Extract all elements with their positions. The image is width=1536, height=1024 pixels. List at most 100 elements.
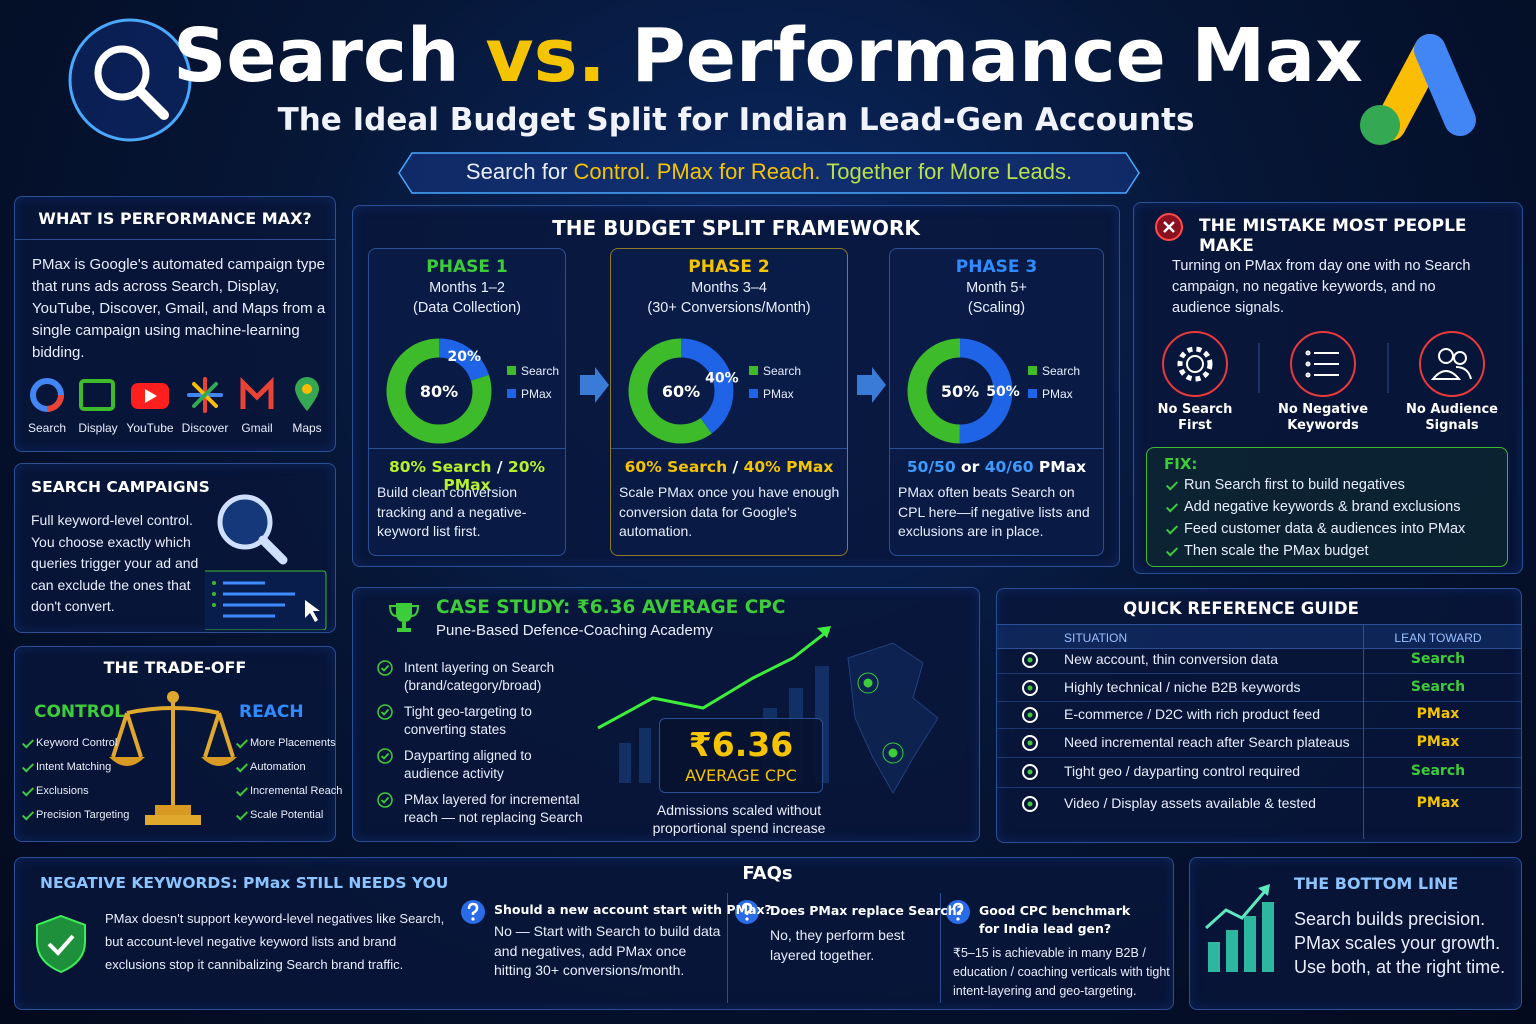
subtitle: The Ideal Budget Split for Indian Lead-G… — [277, 102, 1195, 138]
phase-note: (Data Collection) — [413, 300, 521, 316]
panel-body: Turning on PMax from day one with no Sea… — [1172, 258, 1471, 316]
row-icon — [1022, 652, 1038, 668]
phase-months: Months 3–4 — [691, 280, 767, 296]
summary-part: 20% PMax — [443, 458, 546, 494]
panel-title: NEGATIVE KEYWORDS: PMax STILL NEEDS YOU — [40, 874, 449, 892]
phase-summary: 50/50 or 40/60 PMax — [890, 458, 1103, 476]
mistake-item: No Audience Signals — [1405, 402, 1498, 433]
mistake-item: No Negative Keywords — [1277, 402, 1369, 433]
phase-card: PHASE 1 Months 1–2 (Data Collection) 80% Se… — [368, 248, 566, 556]
row-divider — [997, 756, 1521, 758]
case-point: PMax layered for incremental reach — not… — [404, 792, 583, 825]
cpc-box: ₹6.36 AVERAGE CPC — [659, 718, 823, 793]
row-icon-dot — [1027, 769, 1033, 775]
check-icon — [21, 736, 35, 749]
situation-cell: Highly technical / niche B2B keywords — [1064, 679, 1301, 695]
control-item: Intent Matching — [36, 761, 112, 773]
row-icon-shape — [1022, 735, 1038, 751]
panel-body: Full keyword-level control. You choose e… — [31, 512, 199, 614]
reach-item: More Placements — [250, 737, 336, 749]
case-subtitle: Pune-Based Defence-Coaching Academy — [436, 622, 713, 639]
faq-question: Does PMax replace Search? — [770, 903, 964, 918]
cpc-value: ₹6.36 — [688, 725, 794, 764]
divider — [369, 448, 565, 449]
quick-reference-panel: QUICK REFERENCE GUIDE SITUATION LEAN TOW… — [996, 588, 1522, 843]
legend-swatch — [749, 389, 758, 398]
divider — [727, 893, 728, 1003]
phase-name: PHASE 1 — [426, 257, 508, 277]
tagline-part: PMax for — [650, 159, 751, 184]
tagline-ribbon — [398, 152, 1140, 194]
row-icon-shape — [1022, 680, 1038, 696]
title-vs: vs. — [485, 13, 606, 99]
case-caption: Admissions scaled without proportional s… — [652, 802, 826, 836]
channel-label: Gmail — [241, 421, 273, 435]
row-icon-dot — [1027, 801, 1033, 807]
row-icon-dot — [1027, 712, 1033, 718]
control-item: Exclusions — [36, 785, 89, 797]
cpc-label: AVERAGE CPC — [685, 766, 797, 785]
lean-cell: Search — [1410, 651, 1466, 667]
panel-title: THE BOTTOM LINE — [1294, 874, 1459, 893]
column-divider — [1363, 624, 1364, 839]
fix-item: Add negative keywords & brand exclusions — [1184, 499, 1461, 515]
phase-card: PHASE 3 Month 5+ (Scaling) 50/50 or 40/60 P… — [889, 248, 1104, 556]
legend-label: PMax — [1042, 387, 1073, 401]
situation-cell: E-commerce / D2C with rich product feed — [1064, 706, 1320, 722]
tradeoff-panel: THE TRADE-OFF CONTROL REACH Keyword Cont… — [14, 646, 342, 842]
phase-note: (Scaling) — [967, 300, 1026, 316]
shield-icon — [36, 914, 86, 974]
legend-swatch — [1028, 366, 1037, 375]
phase-body: PMax often beats Search on CPL here—if n… — [898, 484, 1090, 539]
legend-swatch — [507, 389, 516, 398]
channel-label: Discover — [181, 421, 229, 435]
tagline-part: Together for More Leads. — [820, 159, 1073, 184]
phase-arrows — [580, 367, 886, 403]
donut-chart: 20% 80% Search PMax — [386, 338, 559, 444]
lean-cell: Search — [1410, 763, 1466, 779]
bottom-line-panel: THE BOTTOM LINE Search builds precision.… — [1189, 857, 1522, 1010]
lean-cell: PMax — [1416, 734, 1460, 750]
main-title: Search vs. Performance Max — [0, 14, 1536, 98]
phase-name: PHASE 2 — [688, 257, 770, 277]
check-icon — [1165, 500, 1179, 513]
control-item: Precision Targeting — [36, 809, 130, 821]
channel-label: YouTube — [126, 421, 174, 435]
faq-answer: No — Start with Search to build data and… — [494, 923, 721, 978]
error-icon — [1155, 213, 1183, 241]
reach-label: REACH — [239, 702, 304, 722]
legend-swatch — [749, 366, 758, 375]
phase-months: Month 5+ — [966, 280, 1027, 296]
row-icon-shape — [1022, 796, 1038, 812]
panel-body: PMax is Google's automated campaign type… — [32, 256, 326, 361]
check-icon — [1165, 522, 1179, 535]
faq-answer: No, they perform best layered together. — [770, 927, 905, 963]
donut-segment — [628, 338, 734, 444]
what-is-pmax-panel: WHAT IS PERFORMANCE MAX? PMax is Google'… — [14, 196, 336, 452]
faq-title: FAQs — [742, 863, 793, 884]
phase-months: Months 1–2 — [429, 280, 505, 296]
tagline-part: Search for — [465, 159, 574, 184]
table-header: SITUATION LEAN TOWARD — [997, 624, 1521, 649]
summary-part: 60% Search — [624, 458, 728, 476]
divider — [611, 448, 847, 449]
row-icon-shape — [1022, 652, 1038, 668]
channel-label: Display — [78, 421, 118, 435]
summary-part: or — [955, 458, 985, 476]
lean-cell: Search — [1410, 679, 1466, 695]
row-icon — [1022, 735, 1038, 751]
summary-part: / — [727, 458, 744, 476]
check-circle — [377, 660, 393, 676]
donut-label: 50% — [941, 382, 979, 401]
situation-cell: Need incremental reach after Search plat… — [1064, 734, 1350, 750]
phase-name: PHASE 3 — [955, 257, 1038, 277]
case-study-panel: CASE STUDY: ₹6.36 AVERAGE CPC Pune-Based… — [352, 587, 980, 842]
row-divider — [997, 673, 1521, 674]
fix-title: FIX: — [1164, 455, 1198, 473]
phase-body: Build clean conversion tracking and a ne… — [377, 484, 527, 539]
row-icon — [1022, 796, 1038, 812]
check-icon — [21, 784, 35, 797]
reach-item: Automation — [250, 761, 306, 773]
growth-icon — [1204, 884, 1274, 972]
